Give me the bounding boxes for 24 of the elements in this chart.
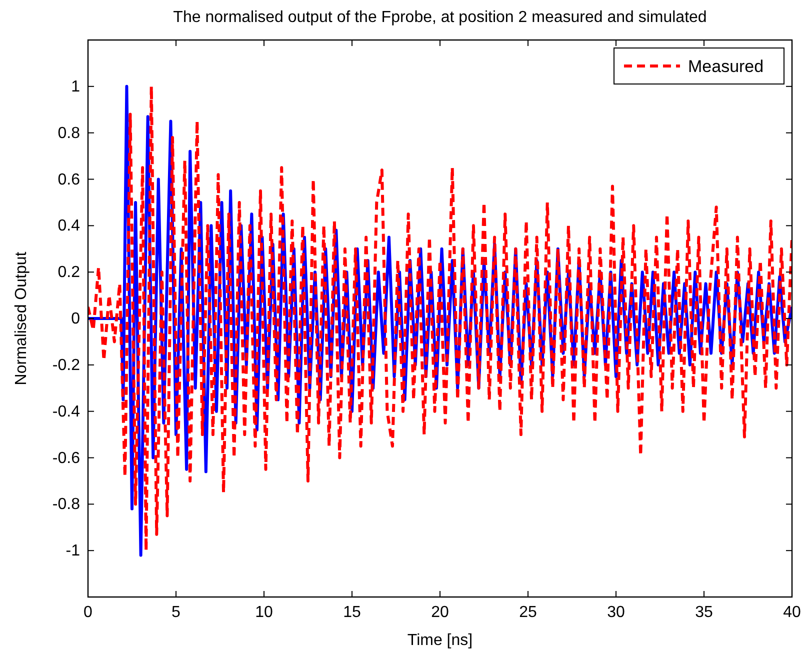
y-tick-label: 0.4 xyxy=(58,218,80,235)
y-tick-label: 0.8 xyxy=(58,124,80,142)
x-tick-label: 0 xyxy=(84,604,93,621)
x-tick-label: 35 xyxy=(695,604,713,621)
y-tick-label: -0.8 xyxy=(52,496,80,514)
y-tick-label: 0.2 xyxy=(58,264,80,282)
x-tick-label: 30 xyxy=(607,604,625,621)
x-tick-label: 40 xyxy=(783,604,801,621)
y-tick-label: 0.6 xyxy=(58,171,80,188)
y-tick-label: 1 xyxy=(71,78,80,96)
x-tick-label: 25 xyxy=(519,604,537,621)
y-tick-label: -0.6 xyxy=(52,450,80,467)
y-tick-label: -1 xyxy=(66,542,80,560)
x-axis-title: Time [ns] xyxy=(407,632,473,649)
x-tick-label: 20 xyxy=(431,604,449,621)
y-tick-label: -0.2 xyxy=(52,356,80,374)
y-axis-title: Normalised Output xyxy=(13,251,30,386)
y-tick-label: 0 xyxy=(71,310,80,328)
chart-title: The normalised output of the Fprobe, at position 2 measured and simulated xyxy=(173,9,707,26)
x-tick-label: 15 xyxy=(343,604,361,621)
x-tick-label: 10 xyxy=(255,604,273,621)
x-tick-label: 5 xyxy=(172,604,181,621)
y-tick-label: -0.4 xyxy=(52,403,80,420)
legend-label: Measured xyxy=(688,57,764,76)
